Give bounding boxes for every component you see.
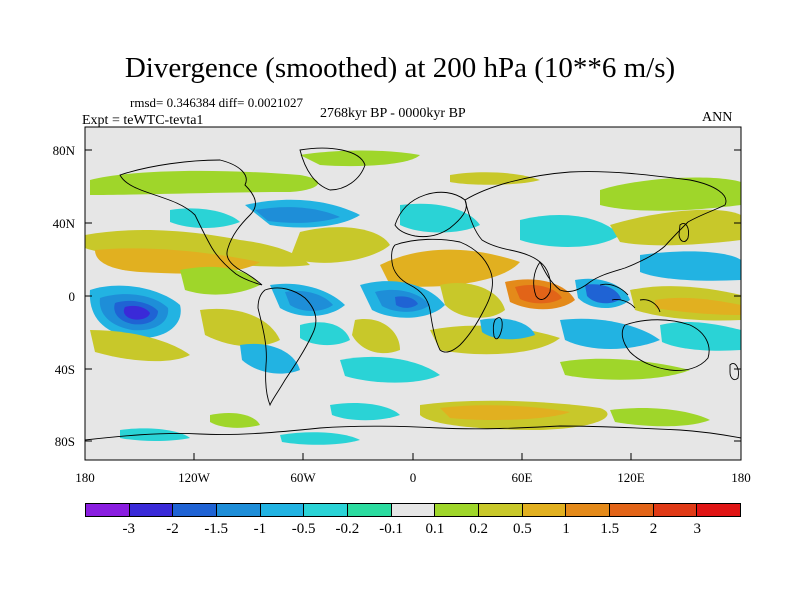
field-patch <box>340 356 440 383</box>
coastline-europe <box>394 191 467 238</box>
field-patch <box>400 203 480 233</box>
colorbar-label: 1.5 <box>600 521 620 537</box>
coastline-south-america <box>257 287 317 407</box>
field-patch <box>380 249 520 287</box>
field-patch <box>560 318 660 349</box>
field-patch <box>610 209 741 246</box>
colorbar-swatch <box>435 504 480 516</box>
lat-label: 80N <box>52 143 75 158</box>
field-patch <box>395 296 418 308</box>
coastline-greenland <box>299 147 366 191</box>
field-patch <box>170 208 240 228</box>
lon-label: 180 <box>75 470 95 485</box>
field-patch <box>440 282 505 318</box>
colorbar-label: -3 <box>122 521 135 537</box>
field-patch <box>255 207 340 223</box>
coastline-japan <box>678 223 689 242</box>
field-patch <box>640 251 741 281</box>
field-patch <box>600 177 741 211</box>
coastline-africa <box>391 238 493 353</box>
lat-label: 40S <box>54 362 75 377</box>
colorbar-label: 1 <box>562 521 570 537</box>
colorbar-swatch <box>566 504 611 516</box>
plot-title: Divergence (smoothed) at 200 hPa (10**6 … <box>124 52 676 84</box>
colorbar-swatch <box>173 504 218 516</box>
colorbar-swatch <box>391 504 436 516</box>
coastline-australia <box>621 319 710 371</box>
field-patch <box>560 358 690 380</box>
lon-label: 120W <box>178 470 210 485</box>
lon-label: 60W <box>290 470 316 485</box>
colorbar-swatch <box>479 504 523 516</box>
colorbar-label: -0.1 <box>379 521 403 537</box>
lon-ticks <box>193 453 632 460</box>
colorbar-swatch <box>129 504 174 516</box>
coastline-asia <box>464 171 727 293</box>
season-label: ANN <box>702 110 733 125</box>
lat-ticks <box>85 149 741 442</box>
field-patch <box>330 403 400 421</box>
period-label: 2768kyr BP - 0000kyr BP <box>320 106 466 121</box>
colorbar-label: 3 <box>693 521 702 537</box>
coastline-india <box>533 261 551 300</box>
coastline-madagascar <box>492 317 503 340</box>
colorbar-swatch <box>653 504 698 516</box>
colorbar-label: -2 <box>166 521 179 537</box>
lon-label: 60E <box>511 470 533 485</box>
field-patch <box>90 170 319 195</box>
colorbar-swatch <box>348 504 392 516</box>
lat-label: 0 <box>68 289 76 304</box>
field-patch <box>520 215 620 247</box>
colorbar-swatch <box>304 504 349 516</box>
field-patch <box>660 322 741 351</box>
field-patch <box>180 266 260 295</box>
field-patch <box>440 405 570 420</box>
field-patch <box>655 297 741 315</box>
field-patch <box>585 284 621 304</box>
colorbar-swatch <box>86 504 130 516</box>
coastline-antarctica <box>85 425 741 441</box>
field-patch <box>352 319 400 354</box>
field-patch <box>200 308 280 347</box>
field-patch <box>280 432 360 445</box>
field-patch <box>285 290 333 311</box>
colorbar-label: -1 <box>253 521 267 537</box>
coastline-indonesia <box>599 283 661 313</box>
coastline-north-america <box>119 159 263 286</box>
colorbar-label: 0.2 <box>469 521 488 537</box>
lon-label: 120E <box>617 470 645 485</box>
field-patch <box>240 343 300 374</box>
field-contours <box>85 150 741 445</box>
coastline-new-zealand <box>729 363 739 381</box>
field-patch <box>450 172 540 185</box>
field-patch <box>290 227 390 263</box>
field-patch <box>123 305 150 320</box>
lon-label: 180 <box>731 470 751 485</box>
colorbar-swatch <box>217 504 261 516</box>
colorbar-swatch <box>610 504 654 516</box>
colorbar-label: -0.5 <box>291 521 316 537</box>
field-patch <box>610 408 710 427</box>
colorbar <box>85 503 741 517</box>
colorbar-label: 2 <box>649 521 658 537</box>
colorbar-label: -0.2 <box>335 521 360 537</box>
coastlines <box>85 147 741 441</box>
colorbar-swatch <box>260 504 305 516</box>
field-patch <box>300 322 350 346</box>
experiment-label: Expt = teWTC-tevta1 <box>82 113 204 128</box>
colorbar-label: 0.1 <box>425 521 445 537</box>
colorbar-swatch <box>697 504 741 516</box>
lon-label: 0 <box>409 470 417 485</box>
field-patch <box>120 428 190 441</box>
colorbar-swatch <box>522 504 567 516</box>
colorbar-label: 0.5 <box>512 521 532 537</box>
lat-label: 80S <box>54 434 75 449</box>
lat-label: 40N <box>52 216 75 231</box>
field-patch <box>210 413 260 428</box>
field-patch <box>90 330 190 362</box>
colorbar-label: -1.5 <box>204 521 229 537</box>
stats-label: rmsd= 0.346384 diff= 0.0021027 <box>130 95 303 110</box>
